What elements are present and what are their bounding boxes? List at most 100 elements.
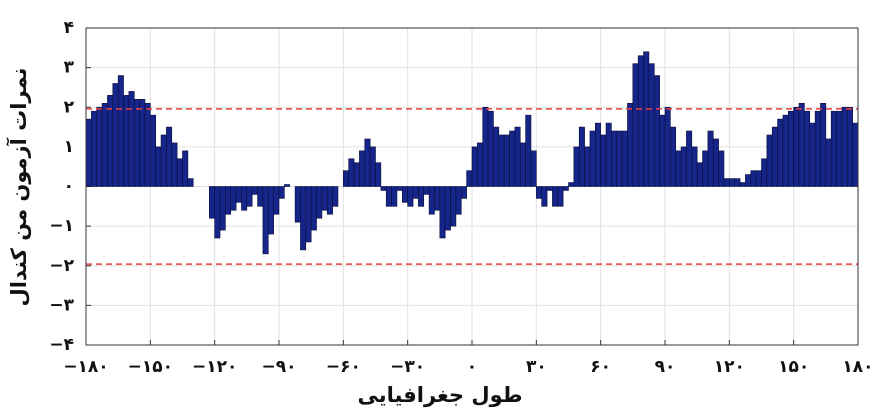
bar bbox=[536, 186, 542, 199]
bar bbox=[852, 122, 859, 187]
bar bbox=[530, 150, 537, 187]
bar bbox=[755, 170, 762, 187]
y-tick-label: −۱ bbox=[49, 216, 74, 236]
bar bbox=[750, 170, 757, 187]
bar bbox=[332, 186, 339, 207]
bar bbox=[541, 186, 548, 207]
bar bbox=[96, 106, 103, 187]
y-tick-label: −۴ bbox=[49, 335, 74, 355]
bar bbox=[364, 138, 371, 187]
bar bbox=[284, 184, 291, 187]
bar bbox=[375, 162, 382, 187]
bar bbox=[257, 186, 264, 207]
bar bbox=[519, 142, 526, 187]
bar bbox=[187, 178, 194, 187]
bar bbox=[412, 186, 419, 199]
bar bbox=[455, 186, 462, 215]
plot-frame bbox=[85, 27, 859, 346]
bar bbox=[407, 186, 414, 207]
bar bbox=[235, 186, 242, 203]
bar bbox=[182, 150, 189, 187]
bar bbox=[155, 146, 162, 187]
bar bbox=[761, 158, 768, 187]
x-axis-label: طول جغرافیایی bbox=[357, 383, 522, 407]
bar bbox=[557, 186, 564, 207]
bar bbox=[605, 122, 612, 187]
bar bbox=[460, 186, 467, 199]
bar bbox=[627, 102, 634, 187]
bar bbox=[637, 55, 644, 187]
bar bbox=[160, 134, 167, 187]
bar bbox=[659, 114, 666, 187]
bar bbox=[712, 138, 719, 187]
bar bbox=[493, 126, 500, 187]
x-tick-label: −۶۰ bbox=[326, 357, 361, 377]
y-tick-label: −۳ bbox=[49, 295, 74, 315]
bar bbox=[798, 102, 805, 187]
bar bbox=[562, 186, 569, 191]
bar bbox=[439, 186, 446, 239]
bar bbox=[428, 186, 435, 215]
bar bbox=[450, 186, 457, 227]
x-tick-label: −۱۵۰ bbox=[128, 357, 173, 377]
bar bbox=[316, 186, 323, 219]
bar bbox=[546, 186, 553, 191]
bar bbox=[225, 186, 232, 215]
bar bbox=[707, 130, 714, 187]
bar bbox=[241, 186, 248, 211]
bar bbox=[112, 83, 119, 187]
x-tick-label: ۹۰ bbox=[655, 357, 676, 377]
bar bbox=[771, 126, 778, 187]
bar bbox=[219, 186, 226, 231]
y-tick-label: ۴ bbox=[64, 18, 74, 38]
x-tick-label: −۱۸۰ bbox=[63, 357, 108, 377]
bar bbox=[150, 114, 156, 187]
bar bbox=[343, 170, 349, 187]
bar bbox=[477, 142, 484, 187]
bar bbox=[278, 186, 285, 199]
bar bbox=[836, 110, 843, 187]
y-tick-label: ۳ bbox=[64, 58, 75, 78]
bar bbox=[353, 162, 360, 187]
bar bbox=[380, 186, 387, 191]
bar bbox=[396, 186, 403, 191]
bar bbox=[91, 110, 98, 187]
y-tick-label: −۲ bbox=[49, 256, 74, 276]
bar bbox=[262, 186, 269, 255]
bar bbox=[648, 63, 655, 187]
bar bbox=[402, 186, 408, 203]
bar bbox=[729, 178, 735, 187]
bar bbox=[348, 158, 355, 187]
bar bbox=[101, 102, 108, 187]
bar bbox=[176, 158, 183, 187]
bar bbox=[310, 186, 317, 231]
bar bbox=[820, 102, 827, 187]
x-tick-label: ۳۰ bbox=[526, 357, 547, 377]
bar bbox=[133, 99, 140, 187]
bar bbox=[702, 150, 709, 187]
y-tick-label: ۲ bbox=[64, 97, 75, 117]
bar bbox=[696, 162, 703, 187]
x-tick-label: ۱۸۰ bbox=[842, 357, 873, 377]
bar bbox=[326, 186, 333, 215]
bar bbox=[117, 75, 124, 187]
y-axis-label: نمرات آزمون من کندال bbox=[6, 68, 31, 307]
x-tick-label: −۱۲۰ bbox=[192, 357, 237, 377]
bar bbox=[267, 186, 274, 235]
bar bbox=[846, 106, 853, 187]
x-tick-label: ۰ bbox=[467, 357, 477, 377]
bar bbox=[391, 186, 398, 207]
bar bbox=[777, 118, 784, 187]
bar bbox=[788, 110, 794, 187]
bar bbox=[503, 134, 510, 187]
bar bbox=[611, 130, 618, 187]
bar bbox=[573, 146, 580, 187]
bar bbox=[369, 146, 376, 187]
bar bbox=[680, 146, 687, 187]
bar bbox=[139, 99, 146, 187]
bar bbox=[514, 126, 521, 187]
bar bbox=[589, 130, 596, 187]
bar bbox=[359, 150, 366, 187]
bar bbox=[825, 138, 832, 187]
